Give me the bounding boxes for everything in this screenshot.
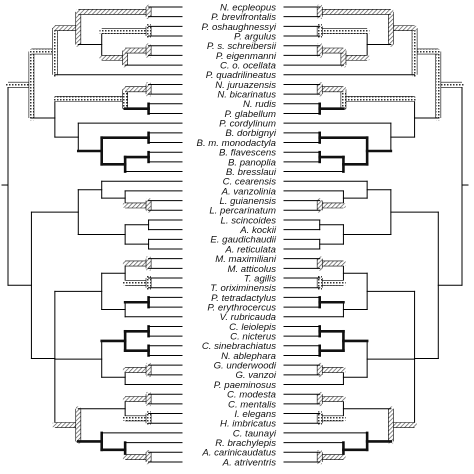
taxon-label: C. modesta [227, 390, 276, 401]
taxon-label: L. guianensis [219, 196, 276, 207]
taxon-label: P. tetradactylus [211, 293, 276, 304]
taxon-label: I. elegans [234, 409, 276, 420]
taxon-label: P. cordylinum [219, 119, 276, 130]
taxon-label: P. quadrilineatus [206, 70, 276, 81]
taxon-label: C. cearensis [223, 177, 277, 188]
taxon-label: P. erythrocercus [207, 302, 276, 313]
taxon-label: C. sinebrachiatus [202, 341, 276, 352]
left-tree [1, 4, 183, 465]
taxon-label: E. gaudichaudii [210, 235, 276, 246]
taxon-label: P. s. schreibersii [207, 41, 277, 52]
taxon-label: A. vanzolinia [221, 186, 276, 197]
taxon-label: V. rubricauda [220, 312, 276, 323]
taxon-label: N. ablephara [221, 351, 276, 362]
taxon-label: P. argulus [234, 31, 276, 42]
taxon-label: B. bresslaui [226, 167, 277, 178]
taxon-label: B. dorbignyi [225, 128, 277, 139]
taxon-label: M. atticolus [227, 264, 276, 275]
taxon-label: P. paeminosus [214, 380, 276, 391]
taxon-label: A. kockii [239, 225, 277, 236]
taxon-label: C. taunayi [233, 428, 277, 439]
taxon-label: P. eigenmanni [216, 51, 277, 62]
taxon-label: A. carinicaudatus [201, 448, 276, 459]
taxon-label: C. mentalis [228, 399, 276, 410]
taxon-label: P. oshaughnessyi [202, 22, 277, 33]
taxon-label: H. imbricatus [220, 419, 276, 430]
taxon-label: M. maximiliani [215, 254, 277, 265]
taxon-label: A. reticulata [224, 244, 276, 255]
taxon-label: N. juruazensis [215, 80, 276, 91]
taxon-label: L. scincoides [221, 215, 277, 226]
taxon-label: P. glabellum [224, 109, 276, 120]
right-tree [283, 4, 469, 465]
taxon-label: B. flavescens [219, 148, 276, 159]
taxon-label: A. atriventris [222, 457, 277, 468]
taxon-label: T. agilis [244, 273, 276, 284]
taxon-label: T. oriximinensis [210, 283, 276, 294]
taxon-label: B. panoplia [228, 157, 276, 168]
taxon-label: G. underwoodi [214, 361, 277, 372]
taxon-label: P. brevifrontalis [211, 12, 276, 23]
taxon-label: R. brachylepis [215, 438, 276, 449]
taxon-label: N. rudis [243, 99, 276, 110]
taxon-label: B. m. monodactyla [197, 138, 276, 149]
taxon-label: C. nicterus [230, 332, 276, 343]
taxon-label: L. percarinatum [209, 206, 276, 217]
taxon-label: C. leiolepis [229, 322, 276, 333]
taxon-label: N. ecpleopus [220, 2, 276, 13]
taxon-label: N. bicarinatus [217, 90, 276, 101]
taxon-label: C. o. ocellata [220, 60, 276, 71]
taxon-label: G. vanzoi [235, 370, 276, 381]
